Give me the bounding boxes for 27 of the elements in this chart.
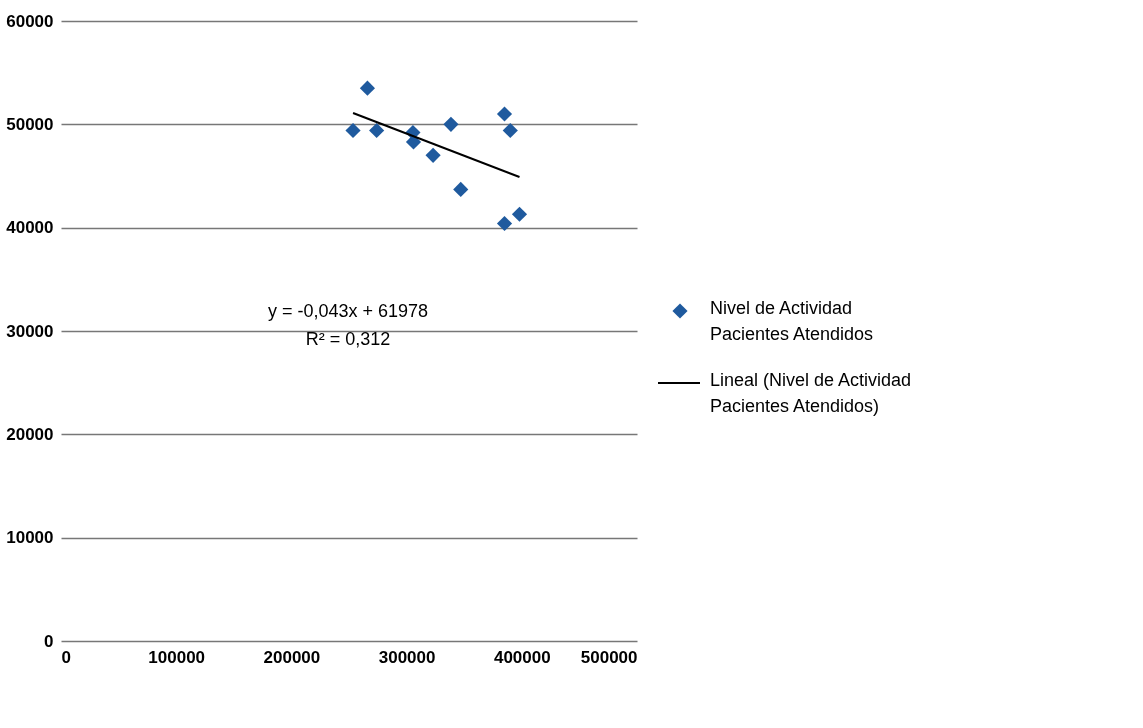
y-tick-label: 10000 — [6, 528, 54, 548]
legend-label: Lineal (Nivel de Actividad Pacientes Atendidos) — [710, 370, 912, 416]
point — [369, 122, 385, 139]
point — [496, 215, 513, 232]
point — [502, 122, 518, 139]
y-tick-label: 60000 — [6, 11, 54, 31]
y-tick-label: 20000 — [6, 424, 54, 444]
annotation: y = -0,043x + 61978 — [267, 301, 429, 321]
point — [453, 181, 469, 198]
x-tick-label: 200000 — [263, 647, 321, 667]
point — [511, 206, 528, 222]
point — [359, 80, 376, 96]
x-tick-label: 300000 — [378, 647, 436, 667]
y-tick-label: 50000 — [6, 114, 54, 134]
x-tick-label: 500000 — [580, 647, 638, 667]
y-tick-label: 40000 — [6, 218, 54, 238]
point — [443, 116, 459, 132]
legend-label: Nivel de Actividad Pacientes Atendidos — [710, 298, 874, 344]
y-tick-label: 0 — [44, 631, 54, 651]
x-tick-label: 0 — [61, 647, 71, 667]
y-tick-label: 30000 — [6, 321, 54, 341]
point — [345, 122, 361, 139]
point — [496, 106, 513, 122]
x-tick-label: 400000 — [493, 647, 551, 667]
point — [425, 147, 441, 163]
x-tick-label: 100000 — [148, 647, 206, 667]
annotation: R² = 0,312 — [305, 329, 391, 349]
